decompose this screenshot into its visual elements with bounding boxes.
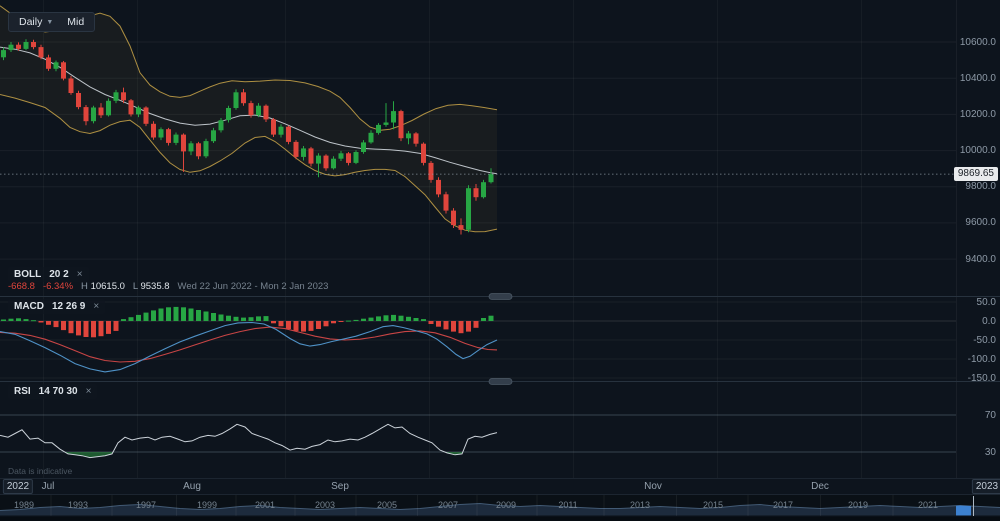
timeframe-label: Daily: [19, 16, 43, 28]
time-navigator[interactable]: [0, 495, 1000, 516]
grid-lines: [0, 0, 957, 478]
bollinger-bands: [0, 5, 498, 233]
price-type-button[interactable]: Mid: [65, 15, 86, 29]
panel-resize-handle[interactable]: [488, 378, 513, 385]
macd-close-button[interactable]: ×: [93, 301, 100, 312]
candlestick-series: [1, 39, 494, 235]
boll-close-button[interactable]: ×: [76, 269, 83, 280]
rsi-panel: [0, 414, 956, 459]
timeframe-button[interactable]: Daily ▼: [17, 15, 55, 29]
navigator-selected-range[interactable]: [0, 504, 1000, 516]
panel-resize-handle[interactable]: [488, 293, 513, 300]
chevron-down-icon: ▼: [46, 18, 54, 26]
rsi-close-button[interactable]: ×: [85, 386, 92, 397]
price-type-label: Mid: [67, 16, 85, 28]
macd-panel: [0, 301, 956, 379]
